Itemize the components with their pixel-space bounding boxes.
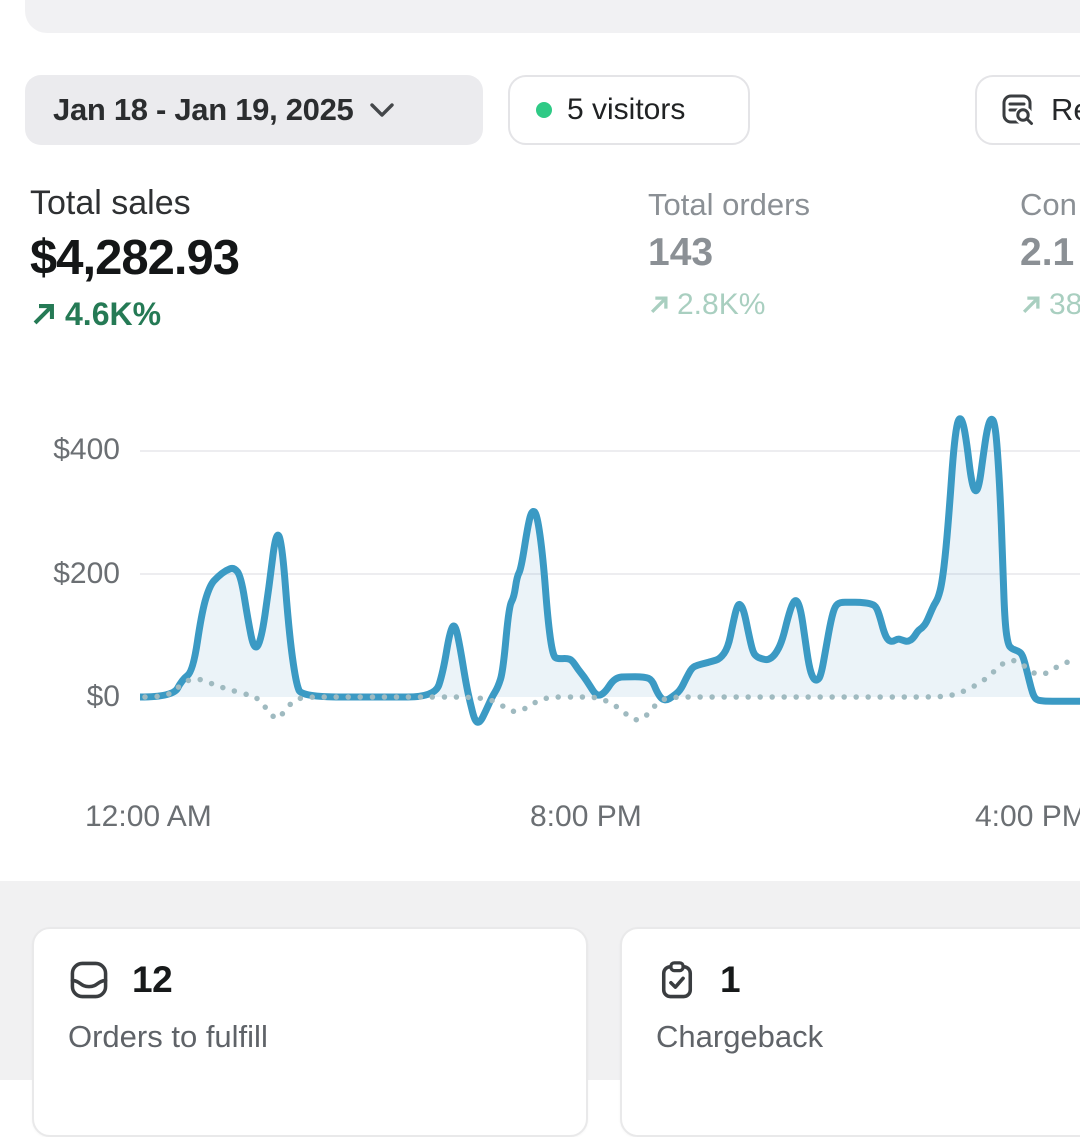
live-visitors-badge[interactable]: 5 visitors: [508, 75, 750, 145]
chargeback-count: 1: [720, 959, 741, 1000]
x-tick-12am: 12:00 AM: [85, 800, 212, 833]
total-orders-value: 143: [648, 231, 714, 274]
report-search-icon: [999, 91, 1037, 129]
visitors-count-label: 5 visitors: [567, 93, 686, 126]
chargeback-label: Chargeback: [656, 1019, 824, 1054]
orders-inbox-icon: [68, 959, 110, 1001]
trend-up-arrow-icon: [648, 294, 670, 316]
sales-line-chart[interactable]: [140, 410, 1080, 760]
metric-conversion-rate[interactable]: Con 2.1 38: [1020, 186, 1080, 322]
y-tick-200: $200: [53, 557, 120, 590]
date-range-label: Jan 18 - Jan 19, 2025: [53, 92, 354, 127]
total-sales-label: Total sales: [30, 184, 191, 222]
conversion-delta: 38: [1020, 288, 1080, 322]
x-tick-8pm: 8:00 PM: [530, 800, 642, 833]
total-sales-delta: 4.6K%: [30, 296, 590, 333]
x-axis-labels: 12:00 AM 8:00 PM 4:00 PM: [0, 800, 1080, 844]
top-toolbar-remnant: [25, 0, 1080, 33]
chevron-down-icon: [369, 102, 395, 118]
total-sales-value: $4,282.93: [30, 231, 240, 285]
sales-chart-svg: [140, 415, 1080, 726]
total-orders-label: Total orders: [648, 187, 810, 222]
clipboard-check-icon: [656, 959, 698, 1001]
y-tick-400: $400: [53, 433, 120, 466]
orders-to-fulfill-label: Orders to fulfill: [68, 1019, 268, 1054]
chargeback-card[interactable]: 1 Chargeback: [620, 927, 1080, 1137]
y-tick-0: $0: [86, 680, 120, 713]
date-range-picker[interactable]: Jan 18 - Jan 19, 2025: [25, 75, 483, 145]
conversion-value: 2.1: [1020, 231, 1075, 274]
reports-button[interactable]: Re: [975, 75, 1080, 145]
metric-total-sales[interactable]: Total sales $4,282.93 4.6K%: [30, 182, 590, 333]
live-dot-icon: [536, 102, 552, 118]
orders-to-fulfill-card[interactable]: 12 Orders to fulfill: [32, 927, 588, 1137]
reports-button-label: Re: [1051, 92, 1080, 127]
total-orders-delta: 2.8K%: [648, 288, 978, 322]
orders-to-fulfill-count: 12: [132, 959, 173, 1000]
x-tick-4pm: 4:00 PM: [975, 800, 1080, 833]
conversion-label: Con: [1020, 187, 1077, 222]
trend-up-arrow-icon: [1020, 294, 1042, 316]
trend-up-arrow-icon: [30, 301, 57, 328]
metric-total-orders[interactable]: Total orders 143 2.8K%: [648, 186, 978, 322]
